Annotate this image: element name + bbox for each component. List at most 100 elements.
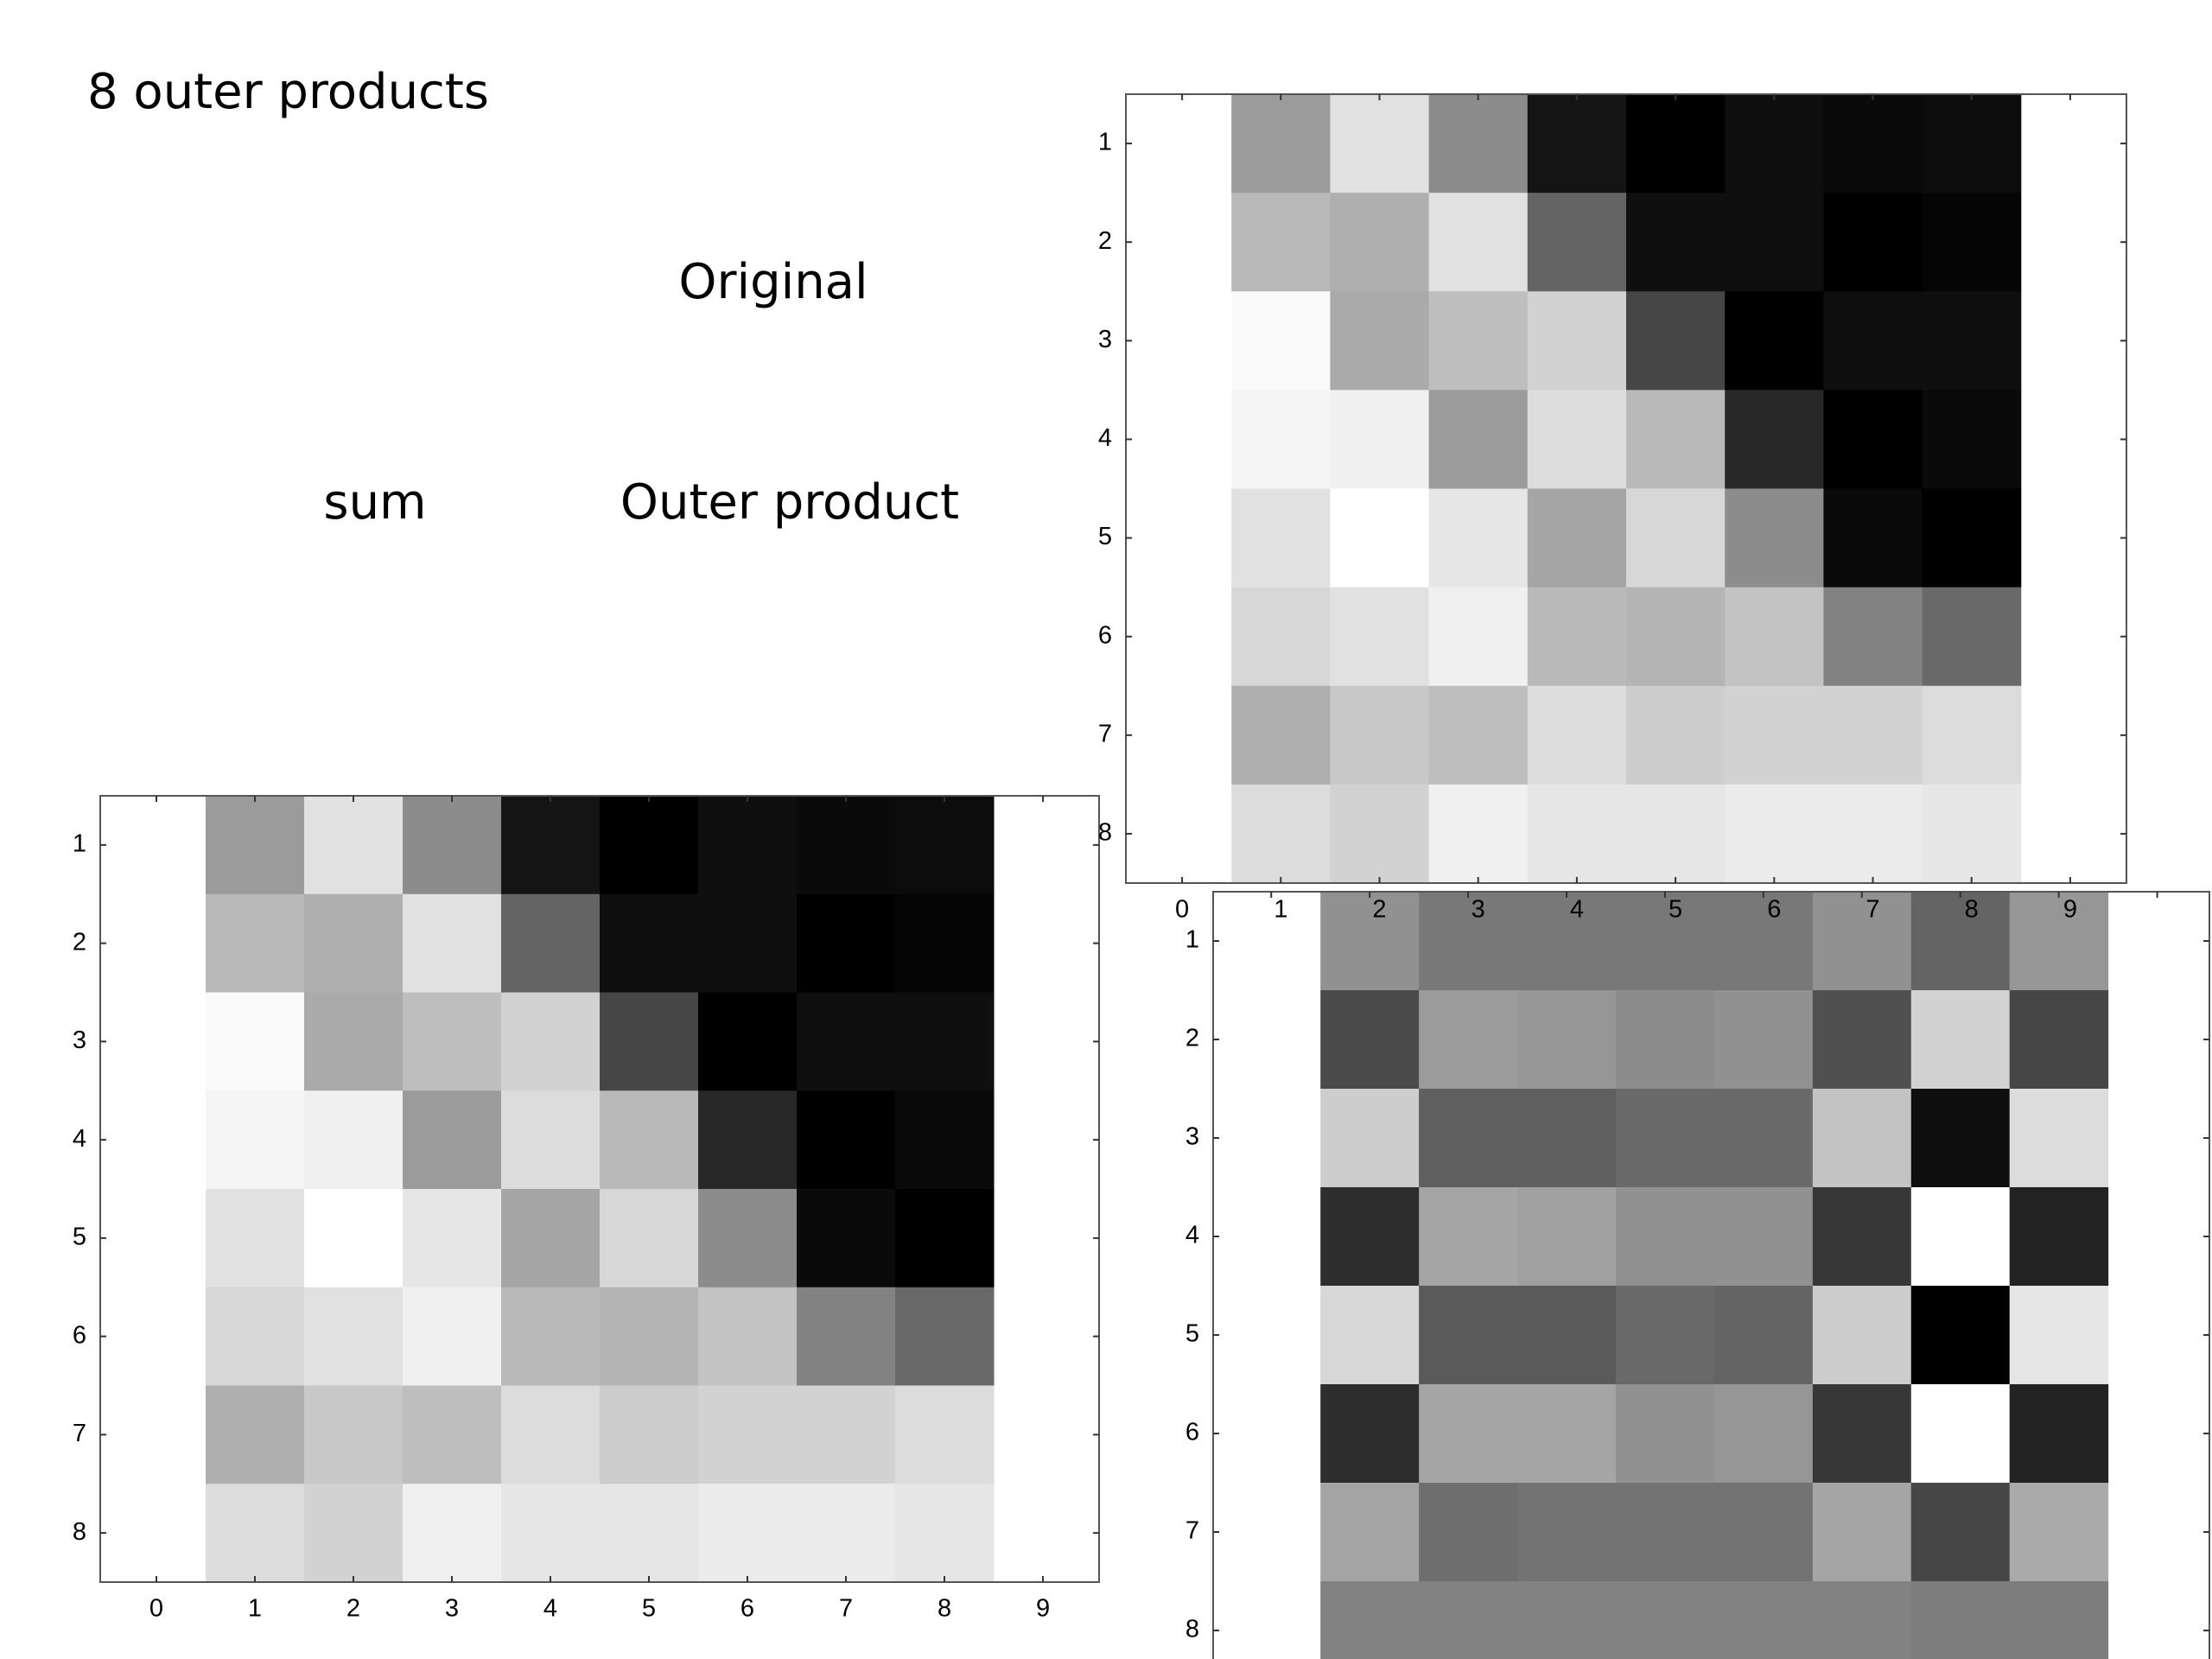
heatmap-cell (1812, 1187, 1912, 1287)
heatmap-cell (2009, 892, 2109, 991)
heatmap-cell (1713, 1581, 1814, 1659)
heatmap-cell (1725, 291, 1824, 391)
axes-box (1212, 891, 2210, 1659)
heatmap-cell (1615, 1483, 1715, 1582)
heatmap-cell (1320, 1384, 1420, 1484)
heatmap-cell (402, 796, 502, 895)
heatmap-cell (500, 1287, 601, 1386)
heatmap-cell (402, 1385, 502, 1484)
heatmap-cell (698, 1090, 798, 1190)
heatmap-cell (600, 1484, 699, 1583)
heatmap-cell (600, 796, 699, 895)
heatmap-cell (1725, 587, 1824, 687)
heatmap-cell (1812, 892, 1912, 991)
heatmap-cell (600, 893, 699, 993)
heatmap-cell (1910, 1089, 2011, 1188)
heatmap-cell (1428, 291, 1529, 391)
heatmap-cell (1527, 685, 1627, 785)
y-tick-label: 1 (1098, 129, 1112, 156)
heatmap-cell (1713, 1384, 1814, 1484)
heatmap-cell (205, 1189, 305, 1288)
heatmap-cell (895, 796, 995, 895)
heatmap-cell (1428, 488, 1529, 588)
x-tick-label: 0 (1175, 896, 1189, 924)
heatmap-cell (500, 796, 601, 895)
heatmap-cell (1330, 587, 1430, 687)
heatmap-cell (1812, 990, 1912, 1090)
heatmap-cell (1615, 1581, 1715, 1659)
y-tick-label: 3 (1185, 1123, 1199, 1151)
heatmap-cell (1725, 784, 1824, 884)
heatmap-cell (1626, 587, 1726, 687)
heatmap-cell (1231, 291, 1331, 391)
heatmap-cell (205, 1484, 305, 1583)
heatmap-cell (1910, 1581, 2011, 1659)
x-tick-label: 9 (1036, 1595, 1050, 1623)
label-outer-product: Outer product (620, 474, 959, 531)
heatmap-cell (1910, 1384, 2011, 1484)
heatmap-cell (1615, 1089, 1715, 1188)
heatmap-cell (303, 893, 404, 993)
heatmap-cell (1320, 990, 1420, 1090)
heatmap-cell (205, 796, 305, 895)
heatmap-cell (797, 992, 896, 1091)
heatmap-cell (1910, 990, 2011, 1090)
x-tick-label: 8 (938, 1595, 951, 1623)
heatmap-cell (1517, 990, 1617, 1090)
heatmap-cell (1823, 587, 1923, 687)
heatmap-cell (1626, 488, 1726, 588)
heatmap-cell (1823, 685, 1923, 785)
heatmap-cell (1713, 1286, 1814, 1385)
slide-title: 8 outer products (87, 64, 489, 120)
heatmap-cell (1419, 892, 1518, 991)
heatmap-cell (1725, 193, 1824, 292)
heatmap-cell (1330, 685, 1430, 785)
heatmap-cell (1615, 1187, 1715, 1287)
heatmap-cell (1922, 685, 2022, 785)
heatmap-cell (1812, 1483, 1912, 1582)
heatmap-cell (402, 1484, 502, 1583)
heatmap-cell (1419, 1089, 1518, 1188)
axes-box (1125, 93, 2127, 884)
y-tick-label: 5 (1098, 523, 1112, 550)
heatmap-cell (1320, 1089, 1420, 1188)
heatmap-cell (1713, 1483, 1814, 1582)
heatmap-cell (402, 992, 502, 1091)
heatmap-plot: 0 1 2 3 4 5 6 7 8 9 1 2 3 4 5 6 7 8 (73, 795, 1100, 1623)
heatmap-cell (303, 1189, 404, 1288)
heatmap-cell (500, 992, 601, 1091)
heatmap-cell (1527, 390, 1627, 489)
heatmap-cell (1713, 892, 1814, 991)
heatmap-cell (1615, 990, 1715, 1090)
heatmap-cell (1320, 1581, 1420, 1659)
label-sum: sum (323, 474, 426, 531)
heatmap-cell (1419, 1483, 1518, 1582)
y-tick-label: 2 (1185, 1025, 1199, 1052)
heatmap-cell (1626, 94, 1726, 194)
heatmap-cell (1922, 193, 2022, 292)
y-tick-label: 3 (1098, 326, 1112, 353)
heatmap-cell (1428, 94, 1529, 194)
heatmap-cell (600, 1385, 699, 1484)
y-tick-label: 5 (73, 1224, 86, 1251)
heatmap-cell (303, 992, 404, 1091)
heatmap-cell (797, 1484, 896, 1583)
heatmap-cell (1517, 1483, 1617, 1582)
heatmap-cell (1419, 1581, 1518, 1659)
heatmap-cell (895, 893, 995, 993)
heatmap-cell (1626, 291, 1726, 391)
x-tick-label: 2 (1372, 896, 1386, 924)
label-original: Original (678, 254, 868, 310)
x-tick-label: 7 (1866, 896, 1879, 924)
heatmap-cell (303, 1090, 404, 1190)
heatmap-cell (1231, 94, 1331, 194)
heatmap-cell (1713, 1089, 1814, 1188)
heatmap-cell (1626, 784, 1726, 884)
heatmap-cell (1626, 390, 1726, 489)
heatmap-cell (303, 1385, 404, 1484)
heatmap-cell (402, 1090, 502, 1190)
heatmap-cell (500, 893, 601, 993)
heatmap-cell (1330, 488, 1430, 588)
heatmap-cell (1527, 784, 1627, 884)
heatmap-cell (698, 1287, 798, 1386)
